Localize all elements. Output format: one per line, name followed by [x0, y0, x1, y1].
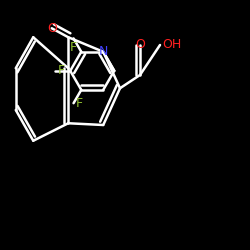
Text: N: N	[98, 45, 108, 58]
Text: F: F	[70, 41, 77, 54]
Text: F: F	[76, 97, 83, 110]
Text: F: F	[57, 64, 64, 77]
Text: O: O	[47, 22, 57, 35]
Text: OH: OH	[162, 38, 182, 52]
Text: O: O	[135, 38, 145, 52]
